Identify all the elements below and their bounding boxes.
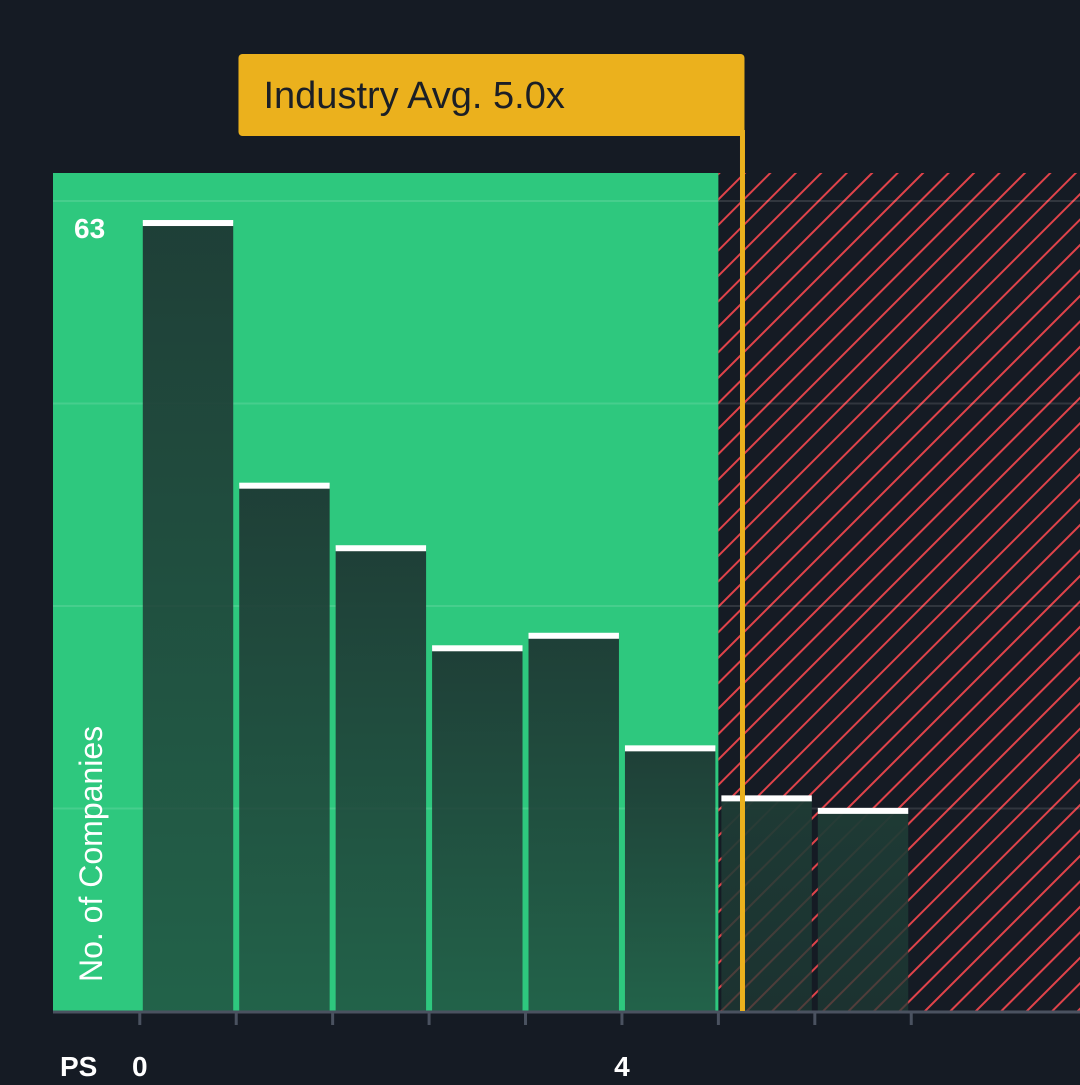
x-axis-title: PS bbox=[60, 1051, 97, 1080]
histogram-bar bbox=[721, 798, 812, 1011]
histogram-bar-top bbox=[239, 482, 330, 489]
histogram-bar bbox=[432, 648, 523, 1011]
histogram-bar-top bbox=[817, 807, 909, 814]
x-axis-tick-label: 4 bbox=[614, 1051, 630, 1080]
histogram-bar bbox=[624, 748, 716, 1011]
histogram-bar bbox=[335, 548, 427, 1011]
industry-average-callout bbox=[238, 54, 745, 136]
histogram-bar-top bbox=[721, 795, 812, 802]
y-axis-max-label: 63 bbox=[74, 213, 105, 244]
chart-labels: 63 No. of Companies PS bbox=[60, 213, 109, 1082]
histogram-bar-top bbox=[335, 545, 427, 552]
histogram-bar bbox=[142, 223, 234, 1011]
histogram-bar-top bbox=[528, 632, 619, 639]
industry-average-label: Industry Avg. 5.0x bbox=[263, 75, 564, 117]
industry-average-marker: Industry Avg. 5.0x bbox=[238, 54, 745, 1011]
histogram-bar-top bbox=[142, 220, 234, 227]
histogram-bar-top bbox=[432, 645, 523, 652]
y-axis-title: No. of Companies bbox=[73, 726, 109, 982]
x-axis-tick-label: 0 bbox=[132, 1051, 148, 1080]
histogram-bar bbox=[528, 635, 619, 1011]
histogram-bar bbox=[817, 810, 909, 1011]
histogram-bars bbox=[142, 220, 909, 1012]
histogram-bar-top bbox=[624, 745, 716, 752]
histogram-bar bbox=[239, 485, 330, 1012]
